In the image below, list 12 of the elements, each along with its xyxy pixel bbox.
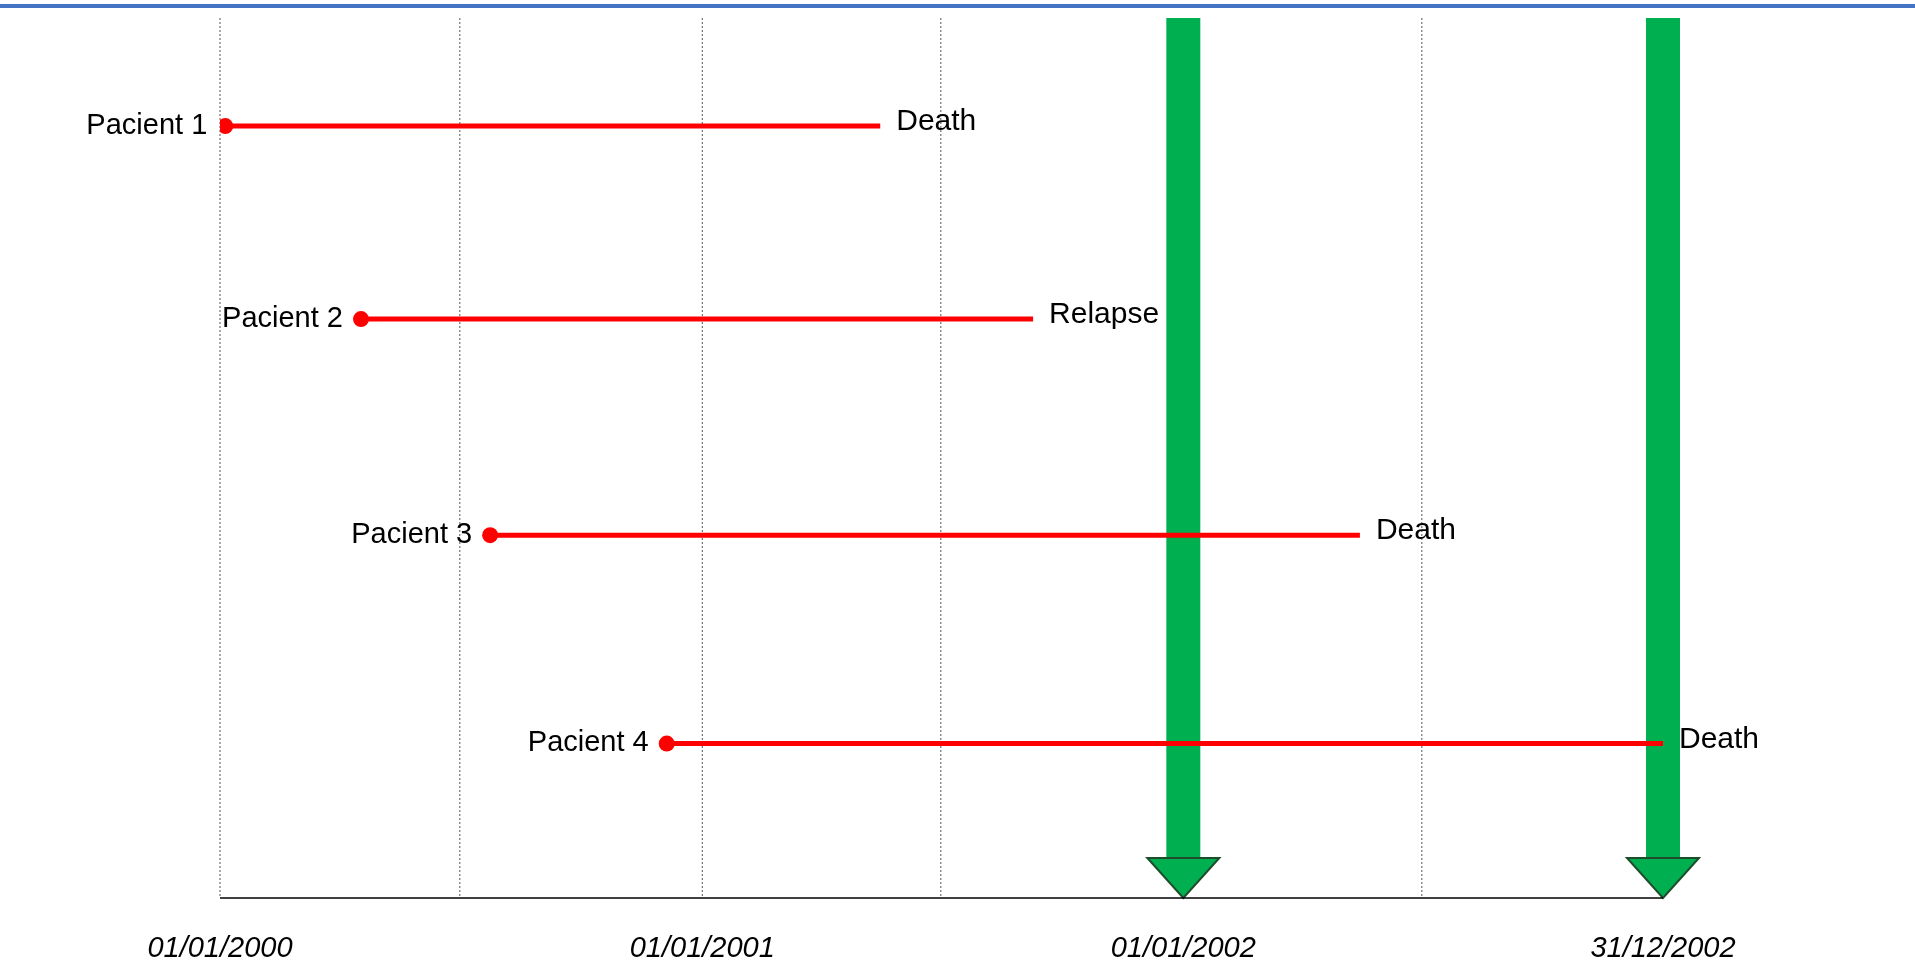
x-tick-label: 01/01/2002 [1110,930,1256,963]
annotation: Death [1679,720,1760,754]
annotation: Death [896,102,977,136]
x-tick-label: 01/01/2001 [629,930,775,963]
annotation: Relapse [1049,295,1160,329]
series-label: Pacient 3 [351,516,473,549]
series-label: Pacient 2 [222,300,344,333]
x-tick-label: 31/12/2002 [1590,930,1736,963]
annotation: Death [1375,512,1456,546]
series-label: Pacient 4 [527,725,649,758]
x-tick-label: 01/01/2000 [147,930,293,963]
series-label: Pacient 1 [86,107,208,140]
